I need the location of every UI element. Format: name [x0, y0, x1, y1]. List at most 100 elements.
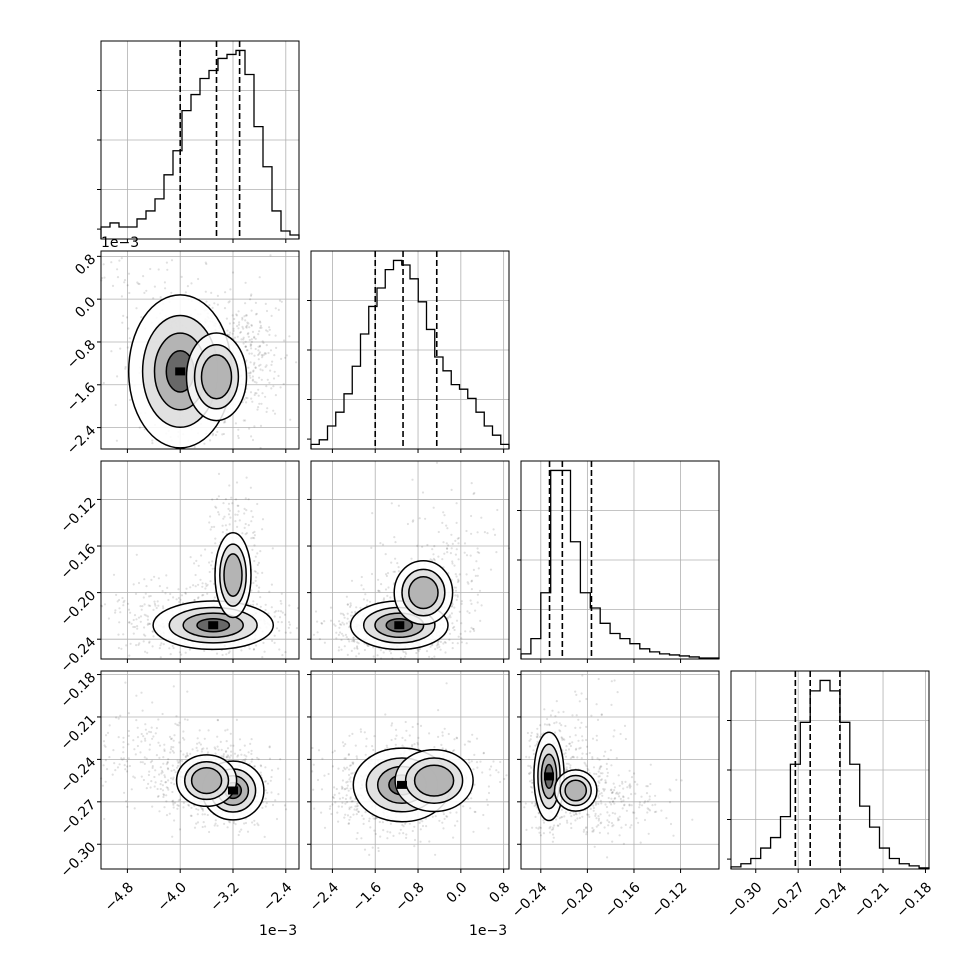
sample-point [117, 646, 120, 650]
sample-point [332, 795, 335, 799]
sample-point [258, 320, 261, 323]
sample-point [630, 776, 634, 779]
sample-point [176, 759, 179, 762]
sample-point [283, 804, 287, 807]
sample-point [211, 560, 214, 563]
sample-point [197, 583, 200, 586]
sample-point [402, 650, 405, 654]
sample-point [172, 751, 175, 754]
sample-point [448, 614, 452, 617]
sample-point [384, 573, 388, 576]
sample-point [608, 814, 611, 817]
sample-point [208, 304, 211, 307]
sample-point [413, 838, 417, 842]
sample-point [436, 642, 439, 645]
sample-point [595, 817, 598, 820]
sample-point [231, 332, 234, 335]
sample-point [249, 742, 252, 746]
sample-point [226, 728, 229, 731]
sample-point [647, 832, 650, 835]
sample-point [184, 591, 187, 595]
density-contour [200, 354, 233, 400]
sample-point [149, 594, 152, 598]
sample-point [125, 760, 128, 763]
sample-point [386, 830, 389, 833]
sample-point [441, 821, 444, 824]
sample-point [204, 290, 207, 293]
sample-point [238, 738, 242, 741]
sample-point [139, 615, 143, 618]
sample-point [260, 765, 263, 768]
sample-point [385, 744, 388, 747]
sample-point [108, 724, 111, 727]
sample-point [122, 746, 125, 749]
sample-point [368, 600, 372, 603]
sample-point [250, 324, 253, 327]
sample-point [239, 330, 242, 334]
sample-point [628, 769, 631, 772]
sample-point [397, 504, 400, 507]
sample-point [139, 751, 142, 754]
sample-point [247, 366, 250, 369]
sample-point [263, 780, 267, 783]
sample-point [117, 717, 120, 720]
sample-point [203, 813, 206, 816]
sample-point [143, 737, 147, 740]
sample-point [158, 810, 161, 813]
sample-point [343, 645, 346, 648]
sample-point [238, 519, 241, 522]
sample-point [474, 609, 477, 612]
sample-point [181, 736, 185, 740]
sample-point [606, 819, 609, 822]
sample-point [144, 592, 147, 595]
sample-point [256, 756, 259, 759]
sample-point [401, 744, 404, 747]
sample-point [443, 552, 446, 555]
sample-point [248, 427, 251, 430]
sample-point [457, 542, 460, 545]
sample-point [135, 694, 138, 697]
sample-point [170, 777, 173, 780]
sample-point [618, 795, 621, 798]
sample-point [245, 359, 248, 362]
sample-point [149, 731, 153, 734]
sample-point [180, 759, 184, 763]
sample-point [323, 826, 327, 829]
sample-point [163, 748, 166, 751]
sample-point [465, 554, 469, 557]
sample-point [143, 626, 146, 629]
sample-point [114, 403, 117, 407]
sample-point [482, 813, 485, 817]
sample-point [607, 832, 610, 835]
sample-point [251, 378, 255, 381]
sample-point [530, 779, 534, 782]
sample-point [135, 553, 138, 556]
sample-point [160, 769, 164, 772]
sample-point [428, 840, 431, 843]
sample-point [209, 528, 212, 531]
sample-point [368, 817, 371, 820]
sample-point [380, 583, 383, 586]
sample-point [416, 743, 420, 746]
sample-point [476, 551, 479, 554]
sample-point [428, 732, 431, 735]
sample-point [346, 814, 350, 817]
sample-point [197, 597, 200, 600]
sample-point [356, 831, 359, 835]
sample-point [643, 801, 646, 804]
sample-point [355, 755, 358, 758]
sample-point [338, 620, 341, 623]
sample-point [337, 649, 340, 652]
sample-point [244, 533, 247, 536]
sample-point [200, 748, 204, 751]
sample-point [176, 723, 179, 727]
sample-point [270, 363, 273, 366]
sample-point [228, 523, 231, 526]
density-peak [397, 780, 407, 789]
sample-point [171, 778, 175, 781]
sample-point [413, 825, 416, 828]
sample-point [263, 353, 266, 356]
sample-point [654, 803, 657, 806]
sample-point [189, 586, 192, 589]
sample-point [277, 609, 280, 613]
